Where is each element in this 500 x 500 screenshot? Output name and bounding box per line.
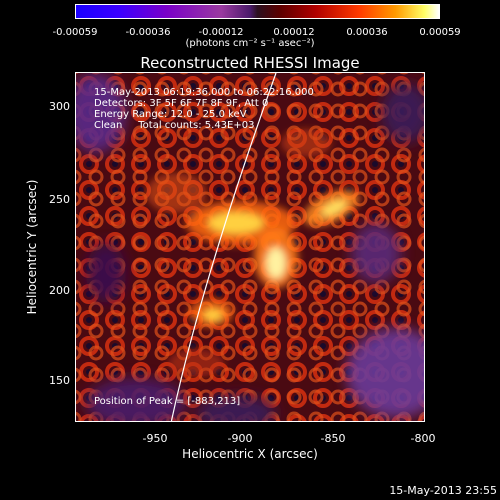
y-tick-label: 300 (49, 100, 70, 113)
image-title: Reconstructed RHESSI Image (140, 54, 360, 72)
y-tick-label: 250 (49, 193, 70, 206)
colorbar-tick: 0.00036 (346, 27, 388, 38)
x-tick-label: -850 (320, 432, 346, 445)
rhessi-image (76, 73, 424, 421)
x-tick-label: -950 (142, 432, 168, 445)
colorbar-tick: 0.00059 (419, 27, 461, 38)
info-time-range: 15-May-2013 06:19:36.000 to 06:22:16.000 (94, 87, 314, 98)
colorbar-tick: -0.00059 (52, 27, 98, 38)
solar-limb-line (170, 73, 277, 421)
y-tick-label: 200 (49, 284, 70, 297)
info-method: Clean Total counts: 5.43E+03 (94, 120, 255, 131)
plot-timestamp: 15-May-2013 23:55 (389, 484, 497, 497)
colorbar-tick: -0.00036 (125, 27, 171, 38)
y-axis-label: Heliocentric Y (arcsec) (25, 179, 39, 315)
x-axis-label: Heliocentric X (arcsec) (182, 447, 318, 461)
x-tick-label: -900 (227, 432, 253, 445)
colorbar (75, 4, 440, 19)
y-tick-label: 150 (49, 374, 70, 387)
colorbar-units: (photons cm⁻² s⁻¹ asec⁻²) (185, 38, 315, 49)
rhessi-image-plot: 15-May-2013 06:19:36.000 to 06:22:16.000… (75, 72, 425, 422)
x-tick-label: -800 (410, 432, 436, 445)
info-energy-range: Energy Range: 12.0 - 25.0 keV (94, 109, 247, 120)
info-peak-position: Position of Peak = [-883,213] (94, 396, 241, 407)
info-detectors: Detectors: 3F 5F 6F 7F 8F 9F, Att 0 (94, 98, 269, 109)
colorbar-tick: -0.00012 (198, 27, 244, 38)
colorbar-tick: 0.00012 (273, 27, 315, 38)
